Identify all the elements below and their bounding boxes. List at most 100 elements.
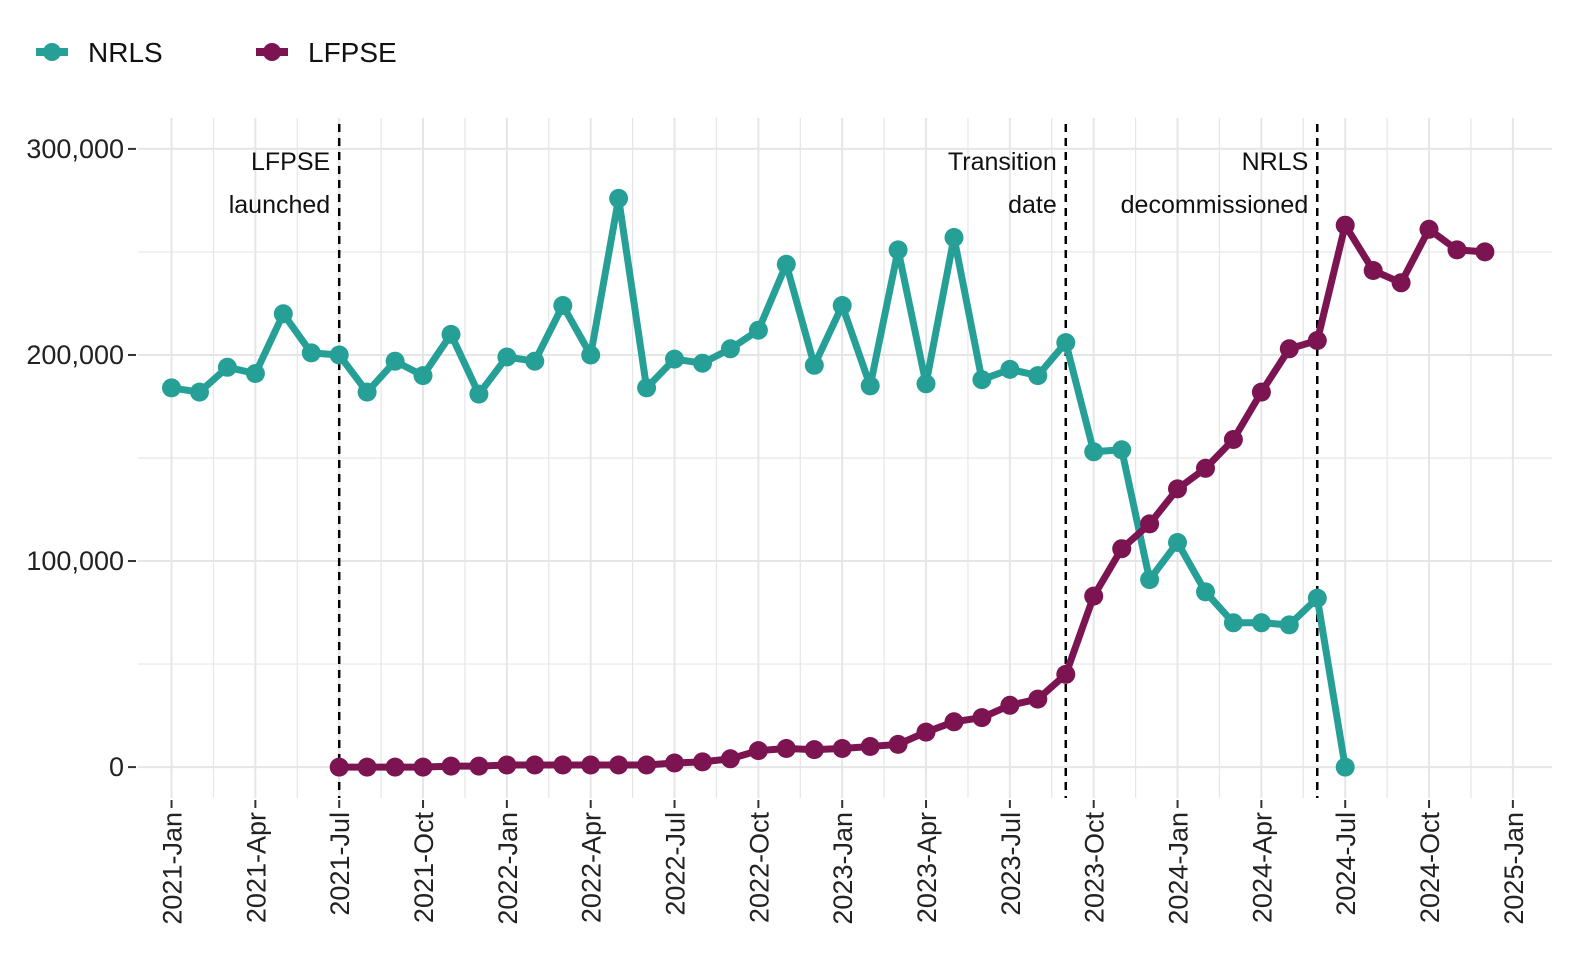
data-point-nrls — [609, 188, 629, 208]
legend-marker-lfpse — [263, 43, 281, 61]
x-tick-label: 2023-Jul — [996, 812, 1026, 916]
data-point-nrls — [1000, 359, 1020, 379]
event-annotation-text: decommissioned — [1121, 191, 1309, 219]
x-tick-label: 2021-Oct — [409, 812, 439, 924]
legend-label-nrls: NRLS — [88, 37, 163, 68]
data-point-lfpse — [1056, 664, 1076, 684]
data-point-nrls — [860, 376, 880, 396]
x-tick-label: 2022-Oct — [744, 812, 774, 924]
data-point-lfpse — [413, 757, 433, 777]
data-point-lfpse — [776, 739, 796, 758]
data-point-nrls — [553, 296, 573, 315]
x-tick-label: 2023-Jan — [828, 812, 858, 925]
data-point-lfpse — [1112, 539, 1132, 559]
data-point-lfpse — [1279, 339, 1299, 359]
data-point-nrls — [1056, 333, 1076, 353]
data-point-lfpse — [329, 757, 349, 777]
data-point-nrls — [385, 351, 405, 371]
data-point-lfpse — [1084, 586, 1104, 606]
data-point-lfpse — [1475, 242, 1495, 262]
data-point-lfpse — [497, 755, 517, 775]
x-tick-label: 2024-Jul — [1331, 812, 1361, 916]
data-point-lfpse — [1447, 240, 1467, 260]
data-point-lfpse — [1335, 215, 1355, 235]
data-point-nrls — [357, 382, 377, 402]
x-tick-label: 2022-Jul — [661, 812, 691, 916]
data-point-lfpse — [609, 755, 629, 775]
data-point-lfpse — [1251, 382, 1271, 402]
event-annotation-text: NRLS — [1242, 148, 1309, 176]
x-tick-label: 2024-Apr — [1247, 812, 1277, 923]
data-point-nrls — [581, 345, 601, 365]
data-point-lfpse — [581, 755, 601, 775]
data-point-lfpse — [860, 737, 880, 756]
data-point-nrls — [748, 320, 768, 340]
legend-item-lfpse[interactable]: LFPSE — [256, 37, 397, 68]
x-tick-label: 2021-Jul — [325, 812, 355, 916]
data-point-lfpse — [637, 755, 657, 775]
y-tick-label: 200,000 — [26, 340, 124, 370]
data-point-nrls — [413, 366, 433, 386]
x-tick-label: 2022-Jan — [493, 812, 523, 925]
data-point-nrls — [1028, 366, 1048, 386]
data-point-lfpse — [804, 740, 824, 760]
data-point-lfpse — [972, 708, 992, 728]
data-point-lfpse — [525, 755, 545, 775]
data-point-lfpse — [1307, 331, 1327, 350]
data-point-lfpse — [888, 734, 908, 754]
data-point-lfpse — [1196, 458, 1215, 478]
data-point-nrls — [1279, 615, 1299, 635]
data-point-nrls — [273, 304, 293, 324]
x-tick-label: 2022-Apr — [577, 812, 607, 923]
data-point-lfpse — [1391, 273, 1411, 293]
y-tick-label: 100,000 — [26, 546, 124, 576]
data-point-lfpse — [441, 756, 461, 776]
data-point-nrls — [190, 382, 209, 402]
data-point-lfpse — [1223, 430, 1243, 449]
data-point-nrls — [832, 296, 852, 315]
data-point-nrls — [637, 378, 657, 398]
data-point-nrls — [217, 357, 237, 377]
x-tick-label: 2023-Oct — [1080, 812, 1110, 924]
x-tick-label: 2021-Apr — [241, 812, 271, 923]
data-point-lfpse — [469, 756, 489, 776]
data-point-lfpse — [357, 757, 377, 777]
legend-item-nrls[interactable]: NRLS — [36, 37, 163, 68]
data-point-nrls — [497, 347, 517, 367]
data-point-lfpse — [665, 753, 684, 773]
x-tick-label: 2023-Apr — [912, 812, 942, 923]
y-tick-label: 300,000 — [26, 134, 124, 164]
data-point-lfpse — [1168, 479, 1187, 499]
data-point-lfpse — [1140, 514, 1160, 534]
data-point-nrls — [1084, 442, 1104, 462]
data-point-nrls — [720, 339, 740, 359]
data-point-nrls — [441, 324, 461, 344]
data-point-nrls — [1307, 588, 1327, 608]
data-point-lfpse — [832, 739, 852, 758]
event-annotation-text: launched — [229, 191, 330, 219]
x-tick-label: 2021-Jan — [158, 812, 188, 925]
event-annotations: LFPSE launched Transition date NRLS decommiss… — [229, 148, 1309, 219]
data-point-nrls — [1223, 613, 1243, 633]
data-point-nrls — [1251, 613, 1271, 633]
event-annotation-text: LFPSE — [251, 148, 330, 176]
data-point-nrls — [1335, 757, 1355, 777]
data-point-nrls — [525, 351, 545, 371]
data-point-lfpse — [916, 722, 936, 742]
x-tick-label: 2025-Jan — [1499, 812, 1529, 925]
data-point-nrls — [1112, 440, 1132, 460]
data-point-lfpse — [553, 755, 573, 775]
data-point-nrls — [1140, 570, 1160, 590]
data-point-lfpse — [385, 757, 405, 777]
gridlines — [138, 118, 1552, 798]
data-point-nrls — [329, 345, 349, 365]
data-point-nrls — [972, 370, 992, 390]
data-point-lfpse — [1000, 695, 1020, 715]
x-tick-label: 2024-Oct — [1415, 812, 1445, 924]
data-point-nrls — [469, 384, 489, 404]
event-annotation-text: date — [1008, 191, 1057, 219]
y-tick-label: 0 — [109, 752, 124, 782]
data-point-nrls — [1196, 582, 1215, 602]
event-lines — [337, 124, 1319, 798]
